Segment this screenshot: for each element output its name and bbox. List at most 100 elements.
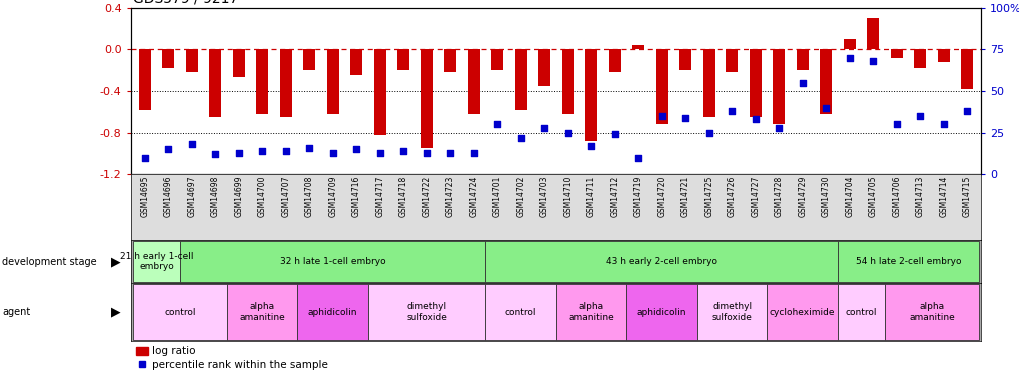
Point [254, 148, 270, 154]
Point [207, 152, 223, 157]
Point [934, 122, 951, 128]
Bar [819, 49, 832, 114]
Bar [837, 284, 884, 340]
Bar [538, 49, 549, 86]
Text: GSM14723: GSM14723 [445, 176, 454, 217]
Point [630, 154, 646, 160]
Bar [162, 49, 174, 68]
Bar [468, 49, 479, 114]
Point [747, 116, 763, 122]
Text: GSM14726: GSM14726 [727, 176, 736, 217]
Text: GSM14697: GSM14697 [186, 176, 196, 217]
Text: agent: agent [2, 307, 31, 317]
Text: GSM14698: GSM14698 [211, 176, 219, 217]
Point [394, 148, 411, 154]
Bar [232, 49, 245, 77]
Point [958, 108, 974, 114]
Bar [185, 49, 198, 72]
Text: GSM14704: GSM14704 [845, 176, 853, 217]
Text: GSM14724: GSM14724 [469, 176, 478, 217]
Bar [209, 49, 221, 117]
Text: GSM14720: GSM14720 [656, 176, 665, 217]
Bar [726, 49, 738, 72]
Point [512, 135, 528, 141]
Bar [561, 49, 573, 114]
Bar [890, 49, 902, 58]
Point [137, 154, 153, 160]
Bar [766, 284, 837, 340]
Point [183, 141, 200, 147]
Text: alpha
amanitine: alpha amanitine [568, 303, 613, 322]
Text: GSM14714: GSM14714 [938, 176, 948, 217]
Bar [585, 49, 596, 141]
Bar [326, 49, 338, 114]
Bar [936, 49, 949, 62]
Bar [796, 49, 808, 70]
Text: alpha
amanitine: alpha amanitine [239, 303, 284, 322]
Point [841, 55, 857, 61]
Text: GSM14727: GSM14727 [750, 176, 759, 217]
Text: alpha
amanitine: alpha amanitine [908, 303, 954, 322]
Point [864, 58, 880, 64]
Text: ▶: ▶ [111, 306, 120, 319]
Text: GSM14715: GSM14715 [962, 176, 971, 217]
Bar [655, 49, 666, 124]
Point [700, 130, 716, 136]
Bar [608, 49, 620, 72]
Bar [132, 284, 226, 340]
Bar [515, 49, 526, 110]
Text: GDS579 / 9217: GDS579 / 9217 [132, 0, 237, 6]
Text: 43 h early 2-cell embryo: 43 h early 2-cell embryo [605, 257, 716, 266]
Text: GSM14729: GSM14729 [797, 176, 806, 217]
Point [911, 113, 927, 119]
Text: 54 h late 2-cell embryo: 54 h late 2-cell embryo [855, 257, 960, 266]
Bar [960, 49, 972, 89]
Text: GSM14706: GSM14706 [892, 176, 900, 217]
Text: GSM14700: GSM14700 [258, 176, 266, 217]
Point [324, 150, 340, 156]
Bar [679, 49, 690, 70]
Bar [444, 49, 455, 72]
Text: GSM14699: GSM14699 [234, 176, 243, 217]
Text: control: control [164, 308, 196, 316]
Text: GSM14695: GSM14695 [140, 176, 149, 217]
Text: GSM14712: GSM14712 [609, 176, 619, 217]
Text: GSM14722: GSM14722 [422, 176, 431, 217]
Bar [132, 241, 179, 282]
Point [583, 143, 599, 149]
Bar [368, 284, 485, 340]
Point [794, 80, 810, 86]
Bar [396, 49, 409, 70]
Bar [913, 49, 925, 68]
Text: GSM14730: GSM14730 [821, 176, 829, 217]
Bar [485, 241, 837, 282]
Text: 32 h late 1-cell embryo: 32 h late 1-cell embryo [279, 257, 385, 266]
Bar [555, 284, 626, 340]
Point [230, 150, 247, 156]
Point [535, 124, 551, 130]
Point [301, 145, 317, 151]
Bar [884, 284, 978, 340]
Point [677, 115, 693, 121]
Text: GSM14725: GSM14725 [703, 176, 712, 217]
Text: GSM14711: GSM14711 [586, 176, 595, 217]
Bar [298, 284, 368, 340]
Point [888, 122, 904, 128]
Text: GSM14713: GSM14713 [915, 176, 924, 217]
Text: control: control [504, 308, 536, 316]
Text: aphidicolin: aphidicolin [636, 308, 686, 316]
Point [606, 131, 623, 137]
Text: GSM14707: GSM14707 [281, 176, 289, 217]
Text: dimethyl
sulfoxide: dimethyl sulfoxide [711, 303, 752, 322]
Point [723, 108, 740, 114]
Bar [696, 284, 766, 340]
Point [559, 130, 576, 136]
Text: GSM14702: GSM14702 [516, 176, 525, 217]
Bar [179, 241, 485, 282]
Bar [350, 49, 362, 75]
Point [488, 122, 504, 128]
Point [418, 150, 434, 156]
Text: GSM14708: GSM14708 [305, 176, 314, 217]
Bar [837, 241, 978, 282]
Bar [772, 49, 785, 124]
